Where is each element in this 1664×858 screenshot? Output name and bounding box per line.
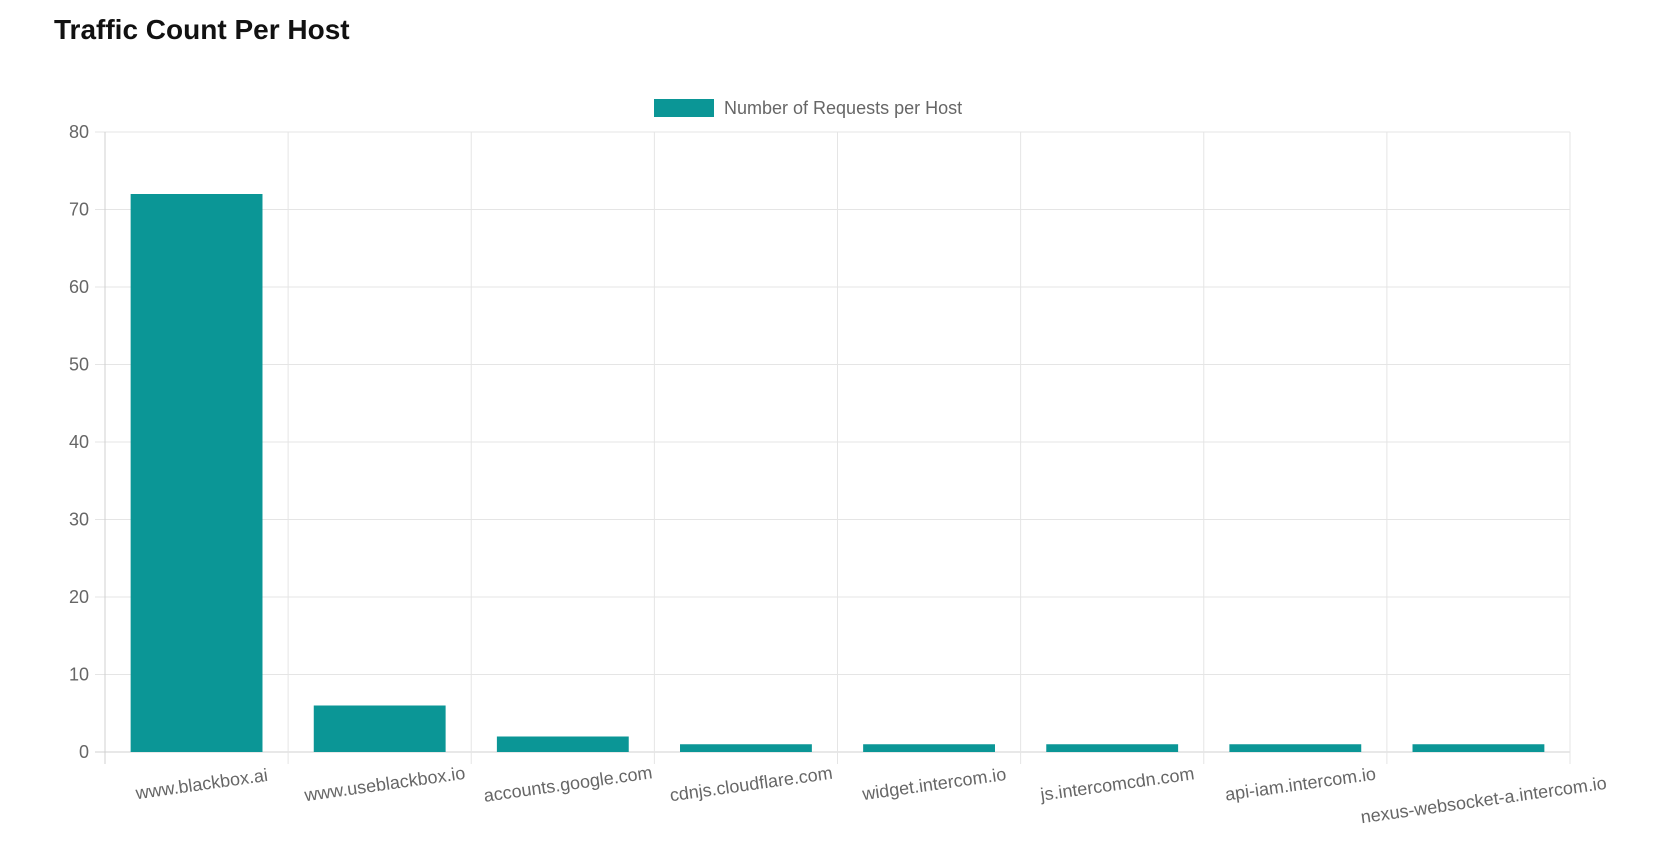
x-tick-label: nexus-websocket-a.intercom.io <box>1359 773 1607 827</box>
page-title: Traffic Count Per Host <box>54 14 350 45</box>
y-tick-label: 10 <box>69 665 89 685</box>
legend-swatch <box>654 99 714 117</box>
bar[interactable] <box>863 744 995 752</box>
y-tick-label: 0 <box>79 742 89 762</box>
y-tick-label: 40 <box>69 432 89 452</box>
y-axis-ticks: 0 10 20 30 40 50 60 70 80 <box>69 122 89 762</box>
x-tick-label: widget.intercom.io <box>860 764 1007 804</box>
bar[interactable] <box>1046 744 1179 752</box>
x-tick-label: js.intercomcdn.com <box>1038 763 1195 805</box>
y-tick-label: 70 <box>69 200 89 220</box>
y-tick-label: 20 <box>69 587 89 607</box>
x-tick-label: cdnjs.cloudflare.com <box>668 763 833 806</box>
bar[interactable] <box>1229 744 1362 752</box>
bar[interactable] <box>496 736 629 753</box>
y-tick-label: 30 <box>69 510 89 530</box>
bar-series <box>130 194 1545 753</box>
legend-label: Number of Requests per Host <box>724 98 962 118</box>
x-axis-ticks: www.blackbox.ai www.useblackbox.io account… <box>133 762 1607 827</box>
bar[interactable] <box>1412 744 1545 752</box>
bar[interactable] <box>130 194 263 752</box>
x-tick-label: www.useblackbox.io <box>302 763 466 806</box>
legend: Number of Requests per Host <box>654 98 962 118</box>
x-tick-label: api-iam.intercom.io <box>1224 764 1377 805</box>
bar[interactable] <box>313 705 446 753</box>
x-tick-label: accounts.google.com <box>482 762 653 805</box>
x-tick-label: www.blackbox.ai <box>133 765 269 803</box>
y-tick-label: 80 <box>69 122 89 142</box>
bar[interactable] <box>680 744 812 752</box>
y-tick-label: 50 <box>69 355 89 375</box>
grid-lines <box>95 131 1571 764</box>
y-tick-label: 60 <box>69 277 89 297</box>
